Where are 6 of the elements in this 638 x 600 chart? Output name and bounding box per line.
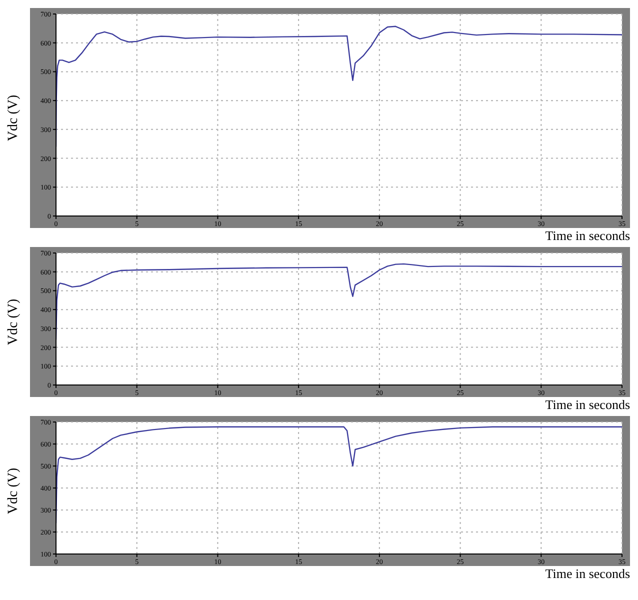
x-axis-title: Time in seconds <box>544 228 630 243</box>
y-axis-title: Vdc (V) <box>6 468 22 514</box>
y-axis-title: Vdc (V) <box>6 298 22 346</box>
x-axis-title: Time in seconds <box>544 397 630 412</box>
x-axis-title: Time in seconds <box>544 566 630 581</box>
y-axis-title: Vdc (V) <box>6 94 22 142</box>
